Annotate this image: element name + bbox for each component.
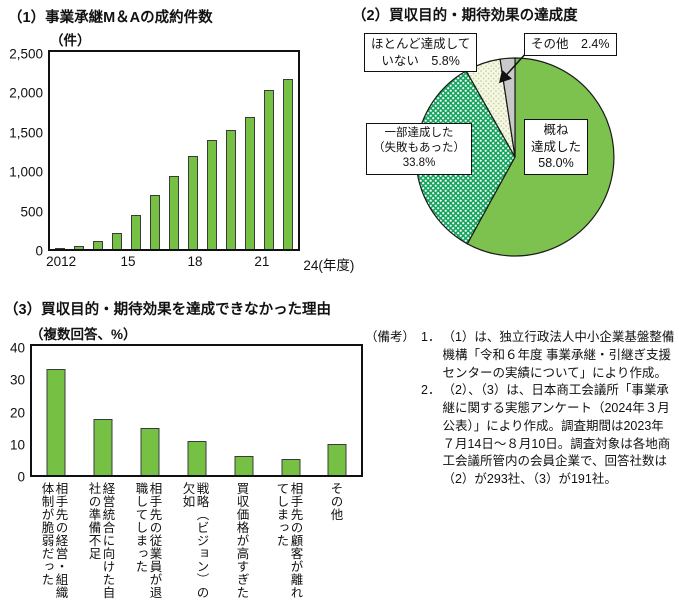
y-tick-label: 1,500 (9, 125, 43, 141)
notes-spacer (361, 382, 417, 489)
y-tick-label: 0 (35, 243, 43, 259)
chart-achievement-degree: （2）買収目的・期待効果の達成度 ほとんど達成して いない 5.8% その他 2… (352, 4, 679, 299)
x-tick-label: 21 (254, 254, 270, 269)
category-label: 買収価格が高すぎた (234, 482, 249, 599)
chart1-x-axis: 2012 15 18 21 24(年度) (46, 251, 354, 273)
x-tick-label: 15 (120, 254, 136, 269)
category-label: 経営統合に向けた自社の準備不足 (86, 482, 115, 599)
x-tick-label: 2012 (46, 254, 77, 269)
bar-2018 (169, 176, 179, 249)
note2-number: 2． (421, 383, 441, 398)
pie-area: ほとんど達成して いない 5.8% その他 2.4% 一部達成した （失敗もあっ… (352, 27, 679, 299)
other-slice-arrow (498, 50, 529, 84)
y-tick-label: 40 (9, 340, 25, 356)
bar-2020 (207, 140, 218, 249)
y-tick-label: 2,000 (9, 85, 43, 101)
bar-戦略（ビジョン）の欠如 (187, 441, 206, 475)
chart1-plot-area (48, 50, 300, 251)
bar-2014 (92, 240, 103, 249)
bar-2012 (54, 247, 65, 249)
y-tick-label: 2,500 (9, 46, 43, 62)
category-label: 相手先の顧客が離れてしまった (274, 482, 303, 599)
pie-label-other: その他 2.4% (524, 33, 617, 56)
category-label: 戦略（ビジョン）の欠如 (180, 482, 209, 599)
bar-2016 (130, 215, 141, 249)
bar-2019 (188, 156, 199, 249)
y-tick-label: 1,000 (9, 164, 43, 180)
bar-2023 (264, 89, 275, 249)
x-tick-label: 18 (187, 254, 203, 269)
chart3-y-unit: （複数回答、%） (30, 327, 137, 342)
bar-相手先の顧客が離れてしまった (281, 458, 300, 475)
pie-label-mostly-achieved: 概ね 達成した 58.0% (524, 119, 589, 175)
source-notes: （備考） 1． （1）は、独立行政法人中小企業基盤整備機構「令和６年度 事業承継… (361, 329, 675, 489)
bar-2017 (149, 194, 160, 249)
y-tick-label: 10 (9, 437, 25, 453)
y-tick-label: 30 (9, 372, 25, 388)
chart3-plot-area (30, 344, 363, 477)
chart3-category-labels: 相手先の経営・組織体制が脆弱だった 経営統合に向けた自社の準備不足 相手先の従業員が… (30, 477, 359, 605)
bar-買収価格が高すぎた (234, 455, 253, 475)
pie-label-hardly-achieved: ほとんど達成して いない 5.8% (364, 33, 478, 72)
bar-その他 (327, 443, 347, 475)
category-label: 相手先の経営・組織体制が脆弱だった (39, 482, 68, 599)
chart-ma-contract-count: （1）事業承継M＆Aの成約件数 （件） 0 500 1,000 1,500 2,000 2… (8, 6, 354, 273)
note2-text: （2）、（3）は、日本商工会議所「事業承継に関する実態アンケート（2024年３月… (442, 383, 671, 486)
chart2-title: （2）買収目的・期待効果の達成度 (352, 8, 578, 24)
bar-相手先の従業員が退職してしまった (140, 428, 159, 475)
y-tick-label: 500 (20, 204, 43, 220)
bar-2015 (111, 232, 122, 249)
chart3-y-axis: 0 10 20 30 40 (4, 341, 30, 485)
y-tick-label: 0 (17, 469, 25, 485)
category-label: その他 (328, 482, 343, 521)
category-label: 相手先の従業員が退職してしまった (133, 482, 162, 599)
bar-2013 (73, 246, 84, 249)
bar-2021 (226, 129, 237, 249)
chart1-y-unit: （件） (50, 33, 91, 48)
note1-text: （1）は、独立行政法人中小企業基盤整備機構「令和６年度 事業承継・引継ぎ支援セン… (442, 330, 675, 380)
note1-number: 1． (421, 330, 441, 344)
y-tick-label: 20 (9, 405, 25, 420)
notes-label: （備考） (365, 330, 416, 344)
chart-failure-reasons: （3）買収目的・期待効果を達成できなかった理由 （複数回答、%） 0 10 20 30… (4, 298, 363, 605)
chart3-title: （3）買収目的・期待効果を達成できなかった理由 (4, 302, 332, 318)
bar-2022 (245, 116, 256, 249)
chart1-title: （1）事業承継M＆Aの成約件数 (8, 10, 213, 26)
x-tick-label: 24(年度) (303, 258, 355, 273)
chart1-y-axis: 0 500 1,000 1,500 2,000 2,500 (8, 47, 48, 259)
bar-経営統合に向けた自社の準備不足 (93, 419, 112, 475)
bar-相手先の経営・組織体制が脆弱だった (46, 368, 65, 475)
pie-label-partially-achieved: 一部達成した （失敗もあった） 33.8% (366, 123, 472, 175)
bar-2024 (283, 79, 294, 249)
